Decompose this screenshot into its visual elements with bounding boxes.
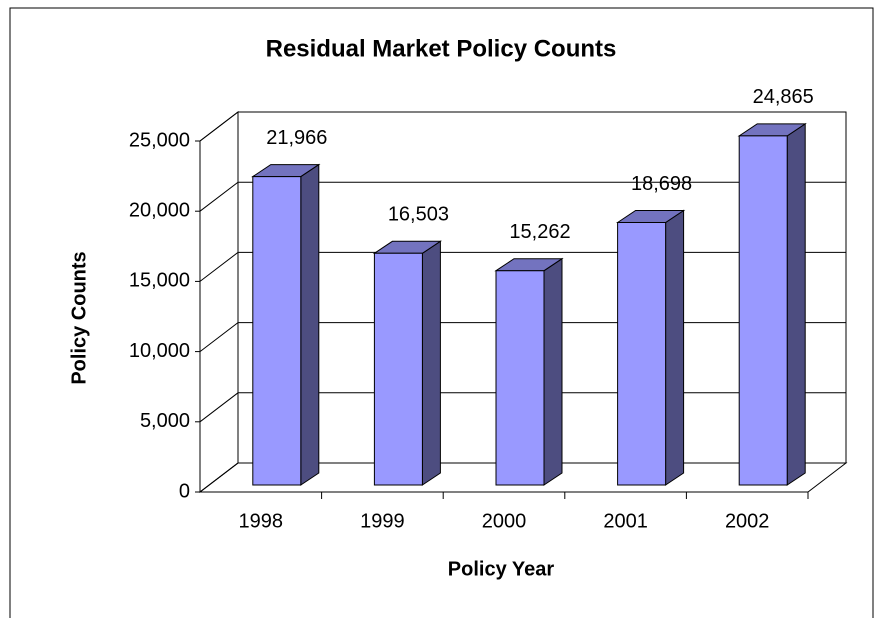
y-tick-label: 15,000 xyxy=(129,270,190,292)
value-label: 15,262 xyxy=(509,221,570,243)
bar-face xyxy=(373,252,423,486)
bar-face xyxy=(543,257,563,486)
bar xyxy=(615,209,686,486)
bar-face xyxy=(738,135,788,486)
y-axis-title: Policy Counts xyxy=(68,251,90,384)
x-tick-label: 1999 xyxy=(360,510,405,532)
chart-title: Residual Market Policy Counts xyxy=(266,35,617,62)
bar xyxy=(494,257,564,486)
x-tick-label: 2000 xyxy=(482,510,527,532)
bar-face xyxy=(665,209,685,486)
bar-face xyxy=(252,176,302,486)
bar-face xyxy=(421,240,441,486)
y-tick-label: 20,000 xyxy=(129,199,190,221)
grid-line xyxy=(199,181,846,212)
bar-face xyxy=(495,270,545,486)
grid-line xyxy=(199,111,846,142)
bar-face xyxy=(617,221,667,486)
bar xyxy=(251,163,321,486)
value-label: 21,966 xyxy=(266,127,327,149)
value-label: 16,503 xyxy=(388,204,449,226)
y-tick-label: 0 xyxy=(179,480,190,502)
y-tick-label: 5,000 xyxy=(140,410,190,432)
bar xyxy=(372,240,443,486)
bar-face xyxy=(300,163,320,486)
bar xyxy=(737,122,807,486)
chart-border xyxy=(9,7,874,618)
value-label: 24,865 xyxy=(753,86,814,108)
x-tick-label: 1998 xyxy=(239,510,284,532)
value-label: 18,698 xyxy=(631,173,692,195)
x-tick-label: 2002 xyxy=(725,510,770,532)
x-tick-label: 2001 xyxy=(603,510,648,532)
y-tick-label: 10,000 xyxy=(129,340,190,362)
bar-face xyxy=(786,122,806,486)
y-tick-label: 25,000 xyxy=(129,129,190,151)
x-axis-title: Policy Year xyxy=(448,558,555,580)
